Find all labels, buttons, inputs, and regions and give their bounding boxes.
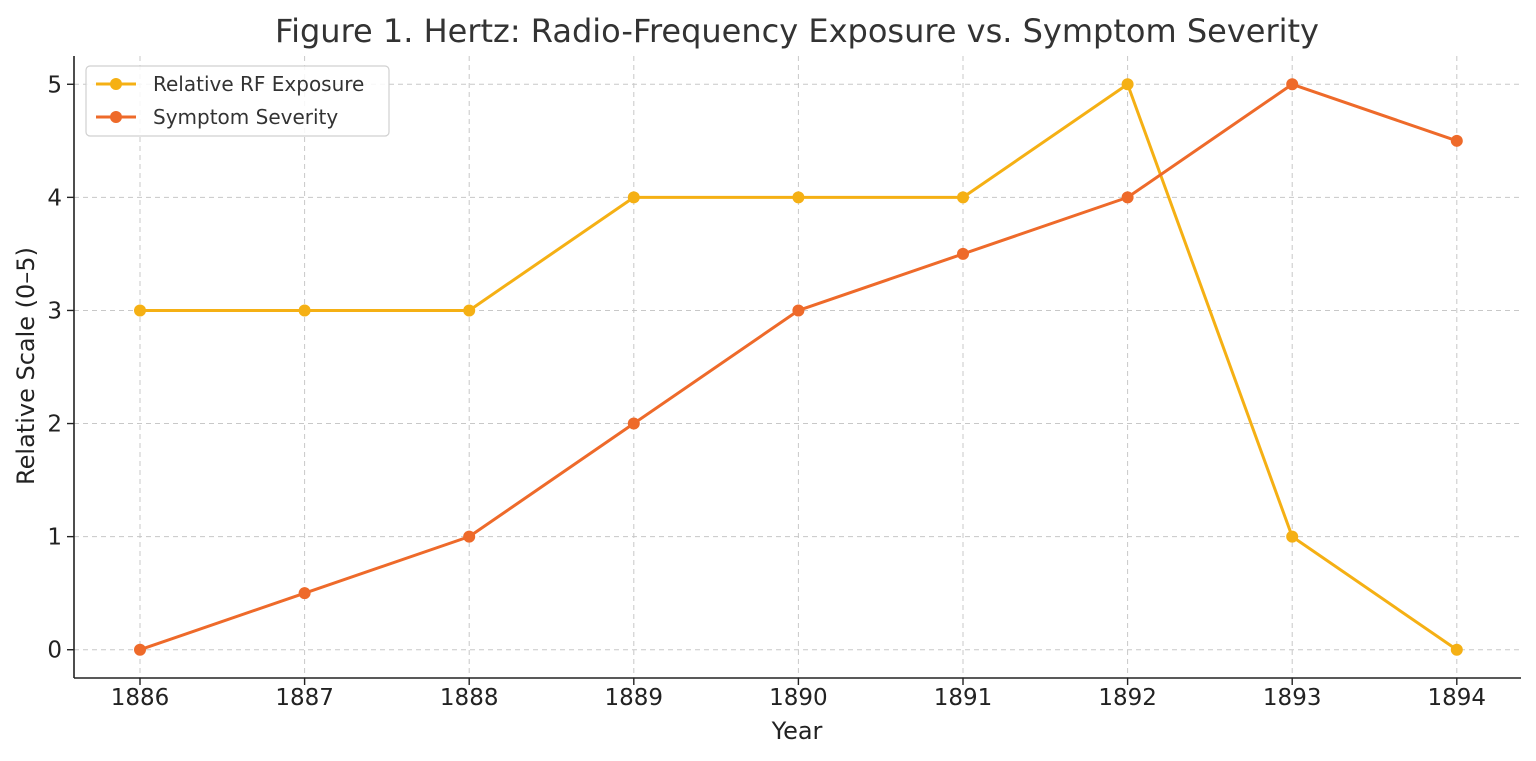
x-tick-label: 1893 (1263, 685, 1322, 711)
y-tick-label: 4 (47, 185, 62, 211)
grid (74, 56, 1521, 678)
legend-marker-rf-exposure (110, 78, 122, 90)
legend-box (85, 65, 390, 137)
data-point-relative-rf-exposure (1121, 78, 1134, 91)
data-point-symptom-severity (463, 530, 476, 543)
x-tick-label: 1887 (275, 685, 334, 711)
data-point-relative-rf-exposure (1286, 530, 1299, 543)
data-point-relative-rf-exposure (463, 304, 476, 317)
series-relative-rf-exposure (134, 78, 1463, 656)
series-symptom-severity (134, 78, 1463, 656)
y-tick-label: 1 (47, 525, 62, 551)
axes: 1886 1887 1888 1889 1890 1891 1892 1893 1894 0 1 2 3… (47, 56, 1521, 711)
y-tick-label: 2 (47, 412, 62, 438)
data-point-relative-rf-exposure (134, 304, 146, 317)
x-axis-label: Year (771, 717, 823, 745)
x-tick-label: 1892 (1098, 685, 1157, 711)
legend-marker-symptom-severity (110, 111, 122, 123)
data-point-symptom-severity (1450, 134, 1463, 147)
x-tick-label: 1886 (111, 685, 170, 711)
y-axis-label: Relative Scale (0–5) (12, 247, 40, 485)
y-tick-label: 3 (47, 298, 62, 324)
data-point-symptom-severity (957, 247, 969, 260)
x-tick-label: 1888 (440, 685, 499, 711)
x-tick-label: 1890 (769, 685, 828, 711)
data-point-symptom-severity (1121, 191, 1134, 204)
legend: Relative RF Exposure Symptom Severity (85, 65, 390, 137)
legend-label-symptom-severity: Symptom Severity (153, 105, 338, 129)
data-point-relative-rf-exposure (627, 191, 640, 204)
data-point-relative-rf-exposure (1450, 643, 1463, 656)
x-tick-label: 1889 (605, 685, 664, 711)
chart-title: Figure 1. Hertz: Radio-Frequency Exposur… (275, 12, 1319, 50)
data-point-symptom-severity (792, 304, 805, 317)
data-point-symptom-severity (627, 417, 640, 430)
legend-label-rf-exposure: Relative RF Exposure (153, 72, 364, 96)
data-point-relative-rf-exposure (298, 304, 311, 317)
y-tick-label: 5 (47, 72, 62, 98)
data-point-symptom-severity (1286, 78, 1299, 91)
series-layer (134, 78, 1463, 656)
data-point-symptom-severity (298, 587, 311, 600)
data-point-relative-rf-exposure (957, 191, 969, 204)
x-tick-label: 1891 (934, 685, 993, 711)
y-tick-label: 0 (47, 638, 62, 664)
x-tick-label: 1894 (1428, 685, 1487, 711)
data-point-relative-rf-exposure (792, 191, 805, 204)
data-point-symptom-severity (134, 643, 146, 656)
